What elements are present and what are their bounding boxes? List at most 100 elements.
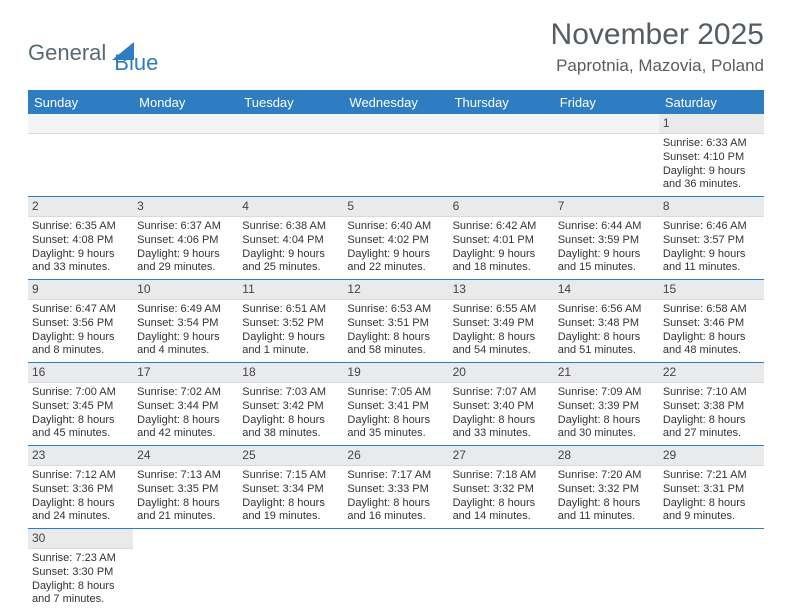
day-line: Sunrise: 7:03 AM	[242, 386, 339, 400]
month-title: November 2025	[551, 18, 764, 52]
day-cell: 12Sunrise: 6:53 AMSunset: 3:51 PMDayligh…	[343, 280, 448, 362]
day-cell: 18Sunrise: 7:03 AMSunset: 3:42 PMDayligh…	[238, 363, 343, 445]
day-line: Daylight: 8 hours	[453, 331, 550, 345]
day-body: Sunrise: 6:55 AMSunset: 3:49 PMDaylight:…	[449, 300, 554, 362]
day-line: and 1 minute.	[242, 344, 339, 358]
day-body: Sunrise: 6:42 AMSunset: 4:01 PMDaylight:…	[449, 217, 554, 279]
day-line: Sunset: 3:38 PM	[663, 400, 760, 414]
week-row: 16Sunrise: 7:00 AMSunset: 3:45 PMDayligh…	[28, 363, 764, 446]
day-line: Sunrise: 7:07 AM	[453, 386, 550, 400]
day-line: and 9 minutes.	[663, 510, 760, 524]
day-body: Sunrise: 7:20 AMSunset: 3:32 PMDaylight:…	[554, 466, 659, 528]
day-cell: 26Sunrise: 7:17 AMSunset: 3:33 PMDayligh…	[343, 446, 448, 528]
week-row: 23Sunrise: 7:12 AMSunset: 3:36 PMDayligh…	[28, 446, 764, 529]
week-row: 30Sunrise: 7:23 AMSunset: 3:30 PMDayligh…	[28, 529, 764, 611]
day-line: and 48 minutes.	[663, 344, 760, 358]
day-line: and 14 minutes.	[453, 510, 550, 524]
day-line: and 58 minutes.	[347, 344, 444, 358]
day-line: Daylight: 9 hours	[453, 248, 550, 262]
day-line: and 33 minutes.	[32, 261, 129, 275]
day-number: 5	[343, 197, 448, 217]
day-line: Daylight: 9 hours	[347, 248, 444, 262]
day-body: Sunrise: 7:03 AMSunset: 3:42 PMDaylight:…	[238, 383, 343, 445]
day-line: and 8 minutes.	[32, 344, 129, 358]
day-cell: 21Sunrise: 7:09 AMSunset: 3:39 PMDayligh…	[554, 363, 659, 445]
day-line: Sunrise: 6:55 AM	[453, 303, 550, 317]
day-number: 2	[28, 197, 133, 217]
week-row: 9Sunrise: 6:47 AMSunset: 3:56 PMDaylight…	[28, 280, 764, 363]
day-body: Sunrise: 6:33 AMSunset: 4:10 PMDaylight:…	[659, 134, 764, 196]
day-number: 4	[238, 197, 343, 217]
day-line: Sunrise: 6:53 AM	[347, 303, 444, 317]
day-number: 30	[28, 529, 133, 549]
day-body: Sunrise: 7:18 AMSunset: 3:32 PMDaylight:…	[449, 466, 554, 528]
day-line: and 18 minutes.	[453, 261, 550, 275]
day-line: Sunset: 4:08 PM	[32, 234, 129, 248]
location-text: Paprotnia, Mazovia, Poland	[551, 56, 764, 76]
day-line: and 29 minutes.	[137, 261, 234, 275]
day-body: Sunrise: 6:44 AMSunset: 3:59 PMDaylight:…	[554, 217, 659, 279]
day-cell: 7Sunrise: 6:44 AMSunset: 3:59 PMDaylight…	[554, 197, 659, 279]
day-body: Sunrise: 6:35 AMSunset: 4:08 PMDaylight:…	[28, 217, 133, 279]
day-line: Sunset: 3:48 PM	[558, 317, 655, 331]
day-line: Sunrise: 6:49 AM	[137, 303, 234, 317]
day-line: and 11 minutes.	[663, 261, 760, 275]
day-line: and 21 minutes.	[137, 510, 234, 524]
day-line: and 45 minutes.	[32, 427, 129, 441]
day-cell-empty	[238, 529, 343, 611]
day-line: and 24 minutes.	[32, 510, 129, 524]
day-cell: 29Sunrise: 7:21 AMSunset: 3:31 PMDayligh…	[659, 446, 764, 528]
day-line: Sunrise: 7:13 AM	[137, 469, 234, 483]
day-number: 10	[133, 280, 238, 300]
day-cell-empty	[28, 114, 133, 196]
day-line: Daylight: 9 hours	[663, 165, 760, 179]
day-line: Sunset: 3:44 PM	[137, 400, 234, 414]
day-line: Sunrise: 7:00 AM	[32, 386, 129, 400]
day-line: Sunrise: 6:58 AM	[663, 303, 760, 317]
day-line: and 16 minutes.	[347, 510, 444, 524]
day-number-empty	[133, 114, 238, 134]
day-cell: 8Sunrise: 6:46 AMSunset: 3:57 PMDaylight…	[659, 197, 764, 279]
day-body: Sunrise: 7:12 AMSunset: 3:36 PMDaylight:…	[28, 466, 133, 528]
day-cell: 25Sunrise: 7:15 AMSunset: 3:34 PMDayligh…	[238, 446, 343, 528]
day-cell-empty	[554, 114, 659, 196]
day-cell: 4Sunrise: 6:38 AMSunset: 4:04 PMDaylight…	[238, 197, 343, 279]
day-cell: 13Sunrise: 6:55 AMSunset: 3:49 PMDayligh…	[449, 280, 554, 362]
day-cell-empty	[343, 529, 448, 611]
day-number: 27	[449, 446, 554, 466]
day-line: Sunrise: 7:15 AM	[242, 469, 339, 483]
day-line: Daylight: 9 hours	[663, 248, 760, 262]
day-line: and 51 minutes.	[558, 344, 655, 358]
day-line: Sunset: 4:10 PM	[663, 151, 760, 165]
day-number: 23	[28, 446, 133, 466]
day-cell-empty	[133, 529, 238, 611]
logo: General Blue	[28, 30, 158, 76]
day-line: Daylight: 8 hours	[663, 331, 760, 345]
day-line: Daylight: 9 hours	[242, 248, 339, 262]
day-cell: 23Sunrise: 7:12 AMSunset: 3:36 PMDayligh…	[28, 446, 133, 528]
day-line: Sunset: 3:34 PM	[242, 483, 339, 497]
day-line: Daylight: 9 hours	[242, 331, 339, 345]
day-body: Sunrise: 6:40 AMSunset: 4:02 PMDaylight:…	[343, 217, 448, 279]
day-number: 17	[133, 363, 238, 383]
day-body: Sunrise: 6:46 AMSunset: 3:57 PMDaylight:…	[659, 217, 764, 279]
day-cell: 24Sunrise: 7:13 AMSunset: 3:35 PMDayligh…	[133, 446, 238, 528]
day-number: 13	[449, 280, 554, 300]
day-line: Daylight: 8 hours	[347, 497, 444, 511]
day-number: 18	[238, 363, 343, 383]
day-line: Daylight: 8 hours	[137, 497, 234, 511]
day-number: 15	[659, 280, 764, 300]
day-line: Daylight: 8 hours	[347, 331, 444, 345]
day-number-empty	[28, 114, 133, 134]
day-line: Daylight: 8 hours	[242, 497, 339, 511]
day-cell-empty	[554, 529, 659, 611]
day-line: Sunset: 3:42 PM	[242, 400, 339, 414]
day-line: and 27 minutes.	[663, 427, 760, 441]
day-cell: 16Sunrise: 7:00 AMSunset: 3:45 PMDayligh…	[28, 363, 133, 445]
day-line: Sunrise: 6:37 AM	[137, 220, 234, 234]
day-line: Sunset: 3:56 PM	[32, 317, 129, 331]
day-line: Sunrise: 6:46 AM	[663, 220, 760, 234]
day-body: Sunrise: 7:21 AMSunset: 3:31 PMDaylight:…	[659, 466, 764, 528]
day-line: Sunset: 3:31 PM	[663, 483, 760, 497]
day-line: and 11 minutes.	[558, 510, 655, 524]
